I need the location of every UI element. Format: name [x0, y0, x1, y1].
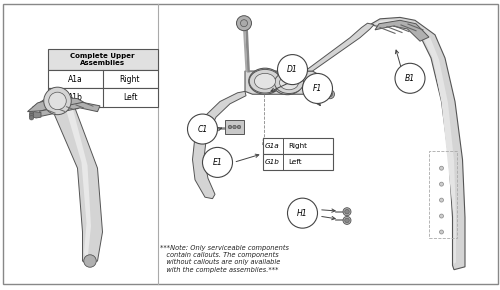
Text: ***Note: Only serviceable components
   contain callouts. The components
   with: ***Note: Only serviceable components con… [160, 245, 289, 273]
Polygon shape [245, 71, 320, 94]
Polygon shape [192, 91, 246, 199]
Text: A1a: A1a [68, 75, 82, 84]
Text: C1: C1 [198, 124, 207, 134]
Ellipse shape [29, 111, 34, 116]
Ellipse shape [343, 208, 351, 216]
Ellipse shape [249, 68, 281, 94]
FancyBboxPatch shape [48, 49, 158, 70]
Ellipse shape [249, 69, 281, 93]
Ellipse shape [345, 218, 350, 223]
Text: F1: F1 [313, 84, 322, 93]
Ellipse shape [274, 72, 304, 93]
Text: B1: B1 [405, 74, 415, 83]
FancyBboxPatch shape [48, 88, 158, 107]
Ellipse shape [228, 125, 232, 129]
Text: Left: Left [123, 93, 137, 102]
Ellipse shape [29, 115, 34, 120]
FancyBboxPatch shape [262, 154, 332, 170]
Ellipse shape [328, 92, 332, 97]
Ellipse shape [29, 113, 34, 118]
Text: E1: E1 [212, 158, 222, 167]
Text: H1: H1 [297, 209, 308, 218]
Polygon shape [300, 23, 374, 71]
Ellipse shape [254, 72, 276, 90]
Text: G1b: G1b [265, 159, 280, 165]
Ellipse shape [440, 166, 444, 170]
Text: A1b: A1b [68, 93, 82, 102]
Ellipse shape [240, 20, 248, 27]
Text: Complete Upper
Assemblies: Complete Upper Assemblies [70, 53, 135, 66]
Polygon shape [40, 103, 91, 257]
Ellipse shape [84, 255, 96, 267]
Ellipse shape [188, 114, 218, 144]
Text: G1a: G1a [265, 143, 280, 149]
Text: Right: Right [120, 75, 140, 84]
Polygon shape [38, 102, 100, 117]
Polygon shape [374, 20, 456, 264]
Ellipse shape [288, 198, 318, 228]
Ellipse shape [236, 16, 252, 31]
Polygon shape [28, 97, 85, 112]
Polygon shape [30, 112, 41, 118]
Ellipse shape [202, 147, 232, 177]
Ellipse shape [280, 75, 298, 90]
FancyBboxPatch shape [48, 70, 158, 88]
Ellipse shape [49, 92, 66, 110]
FancyBboxPatch shape [225, 120, 244, 134]
FancyBboxPatch shape [2, 4, 498, 284]
Ellipse shape [238, 125, 241, 129]
Ellipse shape [272, 71, 302, 95]
Ellipse shape [278, 55, 308, 85]
Text: D1: D1 [287, 65, 298, 74]
Ellipse shape [318, 82, 327, 92]
Ellipse shape [278, 75, 297, 91]
Polygon shape [32, 96, 102, 264]
Ellipse shape [343, 216, 351, 224]
Ellipse shape [44, 87, 72, 115]
Ellipse shape [440, 230, 444, 234]
Ellipse shape [233, 125, 236, 129]
Ellipse shape [440, 198, 444, 202]
Text: Left: Left [288, 159, 302, 165]
Text: Right: Right [288, 143, 308, 149]
Ellipse shape [345, 209, 350, 214]
Polygon shape [375, 20, 429, 41]
Ellipse shape [395, 63, 425, 93]
Polygon shape [370, 17, 465, 270]
Ellipse shape [440, 182, 444, 186]
Ellipse shape [302, 73, 332, 104]
Ellipse shape [320, 84, 325, 90]
Ellipse shape [440, 214, 444, 218]
FancyBboxPatch shape [262, 138, 332, 154]
Ellipse shape [254, 73, 276, 89]
Ellipse shape [326, 90, 334, 99]
